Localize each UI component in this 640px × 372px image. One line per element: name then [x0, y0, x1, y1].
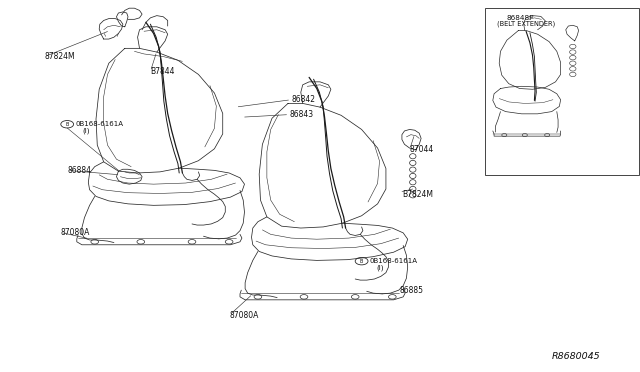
Text: 87824M: 87824M [45, 52, 76, 61]
Text: 87080A: 87080A [229, 311, 259, 320]
Bar [485, 8, 639, 175]
Text: B: B [65, 122, 69, 127]
Text: B7844: B7844 [150, 67, 175, 76]
Text: 86843: 86843 [289, 110, 314, 119]
Text: B: B [360, 259, 364, 264]
Text: R8680045: R8680045 [552, 352, 600, 361]
Text: B7824M: B7824M [402, 190, 433, 199]
Text: 0B168-6161A: 0B168-6161A [76, 121, 124, 127]
Text: (BELT EXTENDER): (BELT EXTENDER) [497, 21, 555, 28]
Text: 86884: 86884 [67, 166, 92, 175]
Text: 87044: 87044 [410, 145, 434, 154]
Text: 0B168-6161A: 0B168-6161A [370, 258, 418, 264]
Text: (I): (I) [82, 128, 90, 134]
Text: 86885: 86885 [400, 286, 424, 295]
Text: 86848P: 86848P [507, 15, 534, 21]
Text: (I): (I) [376, 264, 384, 271]
Text: 86842: 86842 [291, 95, 315, 104]
Text: 87080A: 87080A [61, 228, 90, 237]
